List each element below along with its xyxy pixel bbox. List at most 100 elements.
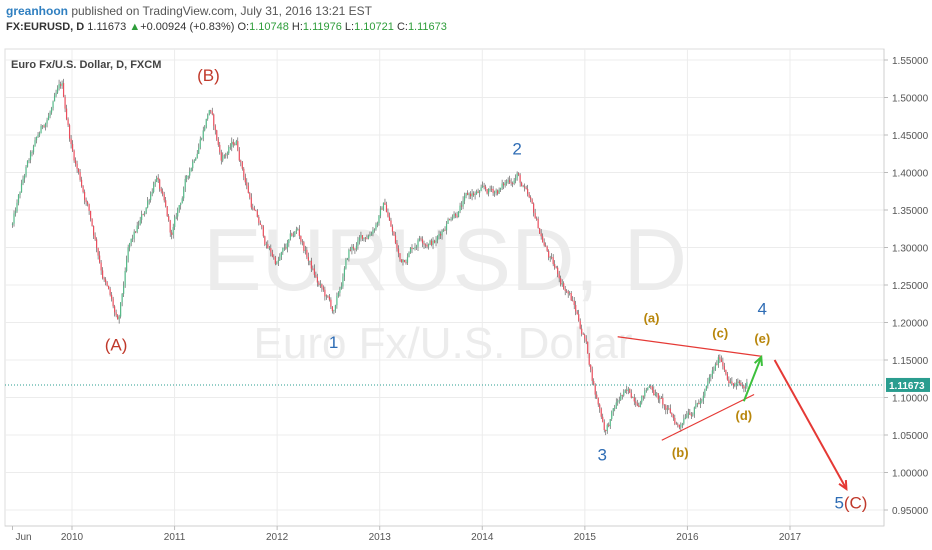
candle-body [349,249,352,251]
candle-body [378,215,380,224]
candle-body [539,228,541,234]
candle-body [357,240,359,246]
candle-body [490,188,493,190]
candle-body [367,236,370,239]
candle-body [474,194,476,196]
candle-body [243,168,245,177]
watermark: EURUSD, D Euro Fx/U.S. Dollar [203,210,687,368]
candle-body [500,187,502,190]
last-price-badge-text: 1.11673 [889,381,925,392]
up-arrow-icon: ▲ [129,21,141,33]
candle-body [345,259,347,269]
candle-body [430,240,433,245]
candle-body [286,242,288,249]
candle-body [184,178,186,189]
candle-body [343,268,346,277]
candle-body [71,144,74,151]
candle-body [737,381,739,384]
price-tick-label: 0.95000 [892,506,929,517]
candle-body [79,172,81,180]
candle-body [701,400,703,402]
candle-body [76,163,78,169]
candle-body [588,353,590,365]
candle-body [597,397,599,405]
candle-body [319,284,321,285]
candle-body [573,301,575,305]
candle-body [560,278,562,285]
candle-body [457,211,460,218]
candle-body [174,217,176,227]
candle-body [549,257,551,258]
candle-body [222,156,224,161]
candle-body [250,197,252,208]
candle-body [172,226,174,235]
candle-body [280,252,282,258]
candle-body [536,218,538,220]
candle-body [503,183,505,186]
candle-body [283,247,285,249]
candle-body [100,262,102,271]
candle-body [306,249,308,258]
candle-body [105,279,107,283]
candle-body [653,390,655,396]
candle-body [593,381,595,386]
candle-body [169,220,171,233]
candle-body [64,96,66,109]
price-axis[interactable]: 1.55000 1.50000 1.45000 1.40000 1.35000 1.300… [883,49,929,526]
candle-body [315,274,317,277]
candle-body [70,138,72,145]
candle-body [651,386,653,391]
candle-body [448,219,451,221]
candle-body [633,397,635,402]
candle-body [545,245,547,247]
time-tick-label: Jun [16,532,32,543]
last-price-badge-bg [886,377,930,392]
candle-body [462,200,464,207]
candle-body [518,173,520,175]
candle-body [142,214,144,216]
candle-body [705,385,707,391]
candle-body [444,229,446,231]
candle-body [117,315,119,320]
candle-body [96,239,98,249]
candle-body [372,230,374,234]
candle-body [111,294,113,299]
candle-body [442,229,445,232]
candle-body [566,290,568,292]
candle-body [642,395,644,397]
candle-body [208,110,210,116]
candle-body [141,214,143,221]
candle-body [542,236,544,243]
candle-body [609,418,611,427]
candle-body [506,182,508,183]
candle-body [690,414,692,416]
candle-body [183,188,185,199]
candle-body [52,101,54,109]
arrow-shaft [773,359,848,490]
price-tick-label: 1.50000 [892,94,929,105]
candle-body [376,223,379,225]
candle-body [83,191,86,200]
candle-body [235,141,237,145]
candle-body [168,216,170,221]
candle-body [584,334,586,339]
candle-body [106,282,108,286]
candle-body [26,160,29,167]
candle-body [370,233,373,235]
candle-body [46,120,48,124]
candle-body [439,233,442,236]
candle-body [507,179,509,183]
time-axis[interactable]: Jun 2010 2011 2012 2013 2014 2015 2016 2017 [5,525,884,543]
candle-body [192,161,194,169]
candle-body [102,270,104,279]
author-link[interactable]: greanhoon [6,4,68,18]
time-tick-label: 2012 [266,532,289,543]
candle-body [551,257,553,258]
candle-body [537,218,539,229]
candle-body [570,292,572,301]
candle-body [342,276,344,287]
candle-body [696,402,698,404]
candle-body [548,250,550,258]
candle-body [285,247,287,249]
